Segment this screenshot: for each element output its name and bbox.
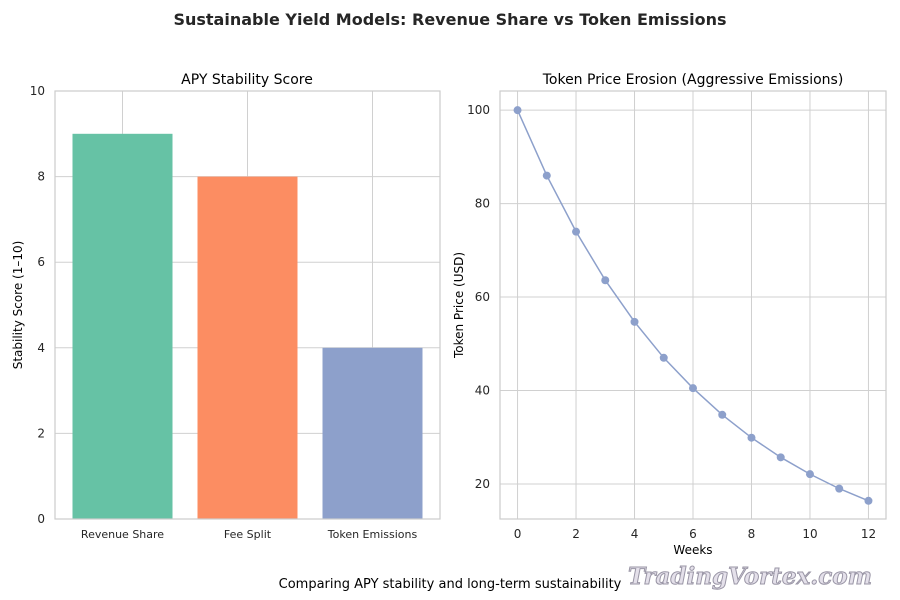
y-tick-label: 80 [475, 197, 490, 211]
y-tick-label: 4 [37, 341, 45, 355]
data-point [718, 410, 727, 419]
x-tick-label: 6 [689, 527, 697, 541]
data-point [776, 453, 785, 462]
data-point [572, 227, 581, 236]
bar [72, 133, 173, 520]
bar [322, 347, 423, 519]
x-tick-label: 12 [861, 527, 876, 541]
x-tick-label: Fee Split [224, 528, 272, 541]
data-point [864, 496, 873, 505]
bar [197, 176, 298, 519]
right-chart-title: Token Price Erosion (Aggressive Emission… [542, 72, 844, 88]
data-point [601, 276, 610, 285]
y-tick-label: 100 [467, 103, 490, 117]
data-point [513, 106, 522, 115]
x-tick-label: Token Emissions [327, 528, 418, 541]
data-point [689, 384, 697, 393]
right-x-label: Weeks [673, 543, 712, 557]
x-tick-label: 4 [631, 527, 639, 541]
y-tick-label: 20 [475, 477, 490, 491]
y-tick-label: 2 [37, 426, 45, 440]
y-tick-label: 60 [475, 290, 490, 304]
y-tick-label: 40 [475, 384, 490, 398]
y-tick-label: 10 [30, 84, 45, 98]
y-tick-label: 0 [37, 512, 45, 526]
plot-frame [499, 90, 887, 520]
y-tick-label: 8 [37, 170, 45, 184]
data-point [542, 171, 551, 180]
data-point [659, 353, 668, 362]
y-tick-label: 6 [37, 255, 45, 269]
x-tick-label: 8 [748, 527, 756, 541]
x-tick-label: Revenue Share [81, 528, 164, 541]
x-tick-label: 2 [572, 527, 580, 541]
right-y-label: Token Price (USD) [452, 252, 466, 359]
x-tick-label: 0 [514, 527, 522, 541]
data-point [630, 317, 639, 326]
data-point [805, 470, 814, 479]
left-chart-title: APY Stability Score [181, 72, 313, 88]
x-tick-label: 10 [802, 527, 817, 541]
caption: Comparing APY stability and long-term su… [279, 577, 622, 592]
left-y-label: Stability Score (1–10) [11, 241, 25, 370]
watermark: TradingVortex.com [628, 563, 873, 591]
data-point [747, 433, 756, 442]
data-point [835, 484, 844, 493]
figure-title: Sustainable Yield Models: Revenue Share … [173, 10, 726, 29]
plot-frame [54, 90, 441, 520]
